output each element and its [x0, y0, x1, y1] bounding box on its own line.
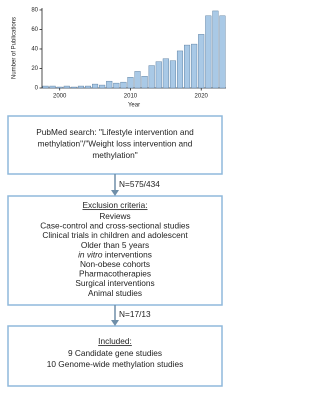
box-text: 9 Candidate gene studies: [68, 348, 162, 358]
box-text: methylation": [92, 150, 137, 160]
criterion: Surgical interventions: [75, 278, 154, 288]
box-title: Exclusion criteria:: [82, 200, 147, 210]
box-text: 10 Genome-wide methylation studies: [47, 359, 184, 369]
bar: [155, 61, 162, 89]
criterion-text: Surgical interventions: [75, 278, 154, 288]
x-tick-label: 2020: [195, 94, 209, 100]
bar: [113, 82, 120, 89]
arrow-label: N=575/434: [119, 179, 160, 189]
criterion-text: Clinical trials in children and adolesce…: [42, 230, 188, 240]
criterion: in vitro interventions: [78, 250, 152, 260]
bar-chart: 0 20 40 60 80 2000 2010 2020 Year Number of Publi…: [12, 8, 226, 109]
flow-diagram: N=575/434 N=17/13 Exclusion criteria: In…: [7, 115, 223, 387]
arrow-head: [111, 320, 119, 326]
criterion: Pharmacotherapies: [79, 269, 151, 279]
y-axis-label: Number of Publications: [12, 17, 18, 79]
y-tick-label: 20: [31, 66, 38, 72]
box-text: methylation"/"Weight loss intervention a…: [38, 139, 193, 149]
criterion: Case-control and cross-sectional studies: [40, 221, 189, 231]
bar: [42, 85, 49, 89]
bar: [205, 15, 212, 89]
arrow-head: [111, 190, 119, 196]
y-tick-label: 40: [31, 47, 38, 53]
bar: [84, 85, 92, 89]
bar: [92, 83, 99, 89]
box: [7, 195, 223, 306]
criterion-em: in vitro: [78, 250, 103, 260]
bar: [141, 76, 148, 89]
criterion-text: Case-control and cross-sectional studies: [40, 221, 189, 231]
criterion: Older than 5 years: [81, 240, 149, 250]
bar: [169, 60, 176, 89]
bar: [198, 34, 205, 89]
bar: [56, 86, 63, 89]
arrow-label: N=17/13: [119, 309, 151, 319]
bar: [134, 71, 141, 89]
figure: 0 20 40 60 80 2000 2010 2020 Year Number of Publi…: [7, 8, 226, 387]
bar: [191, 43, 198, 89]
box-text: PubMed search: "Lifestyle intervention a…: [36, 127, 194, 137]
criterion-text: Animal studies: [88, 288, 142, 298]
bar: [70, 86, 77, 89]
bar: [120, 81, 127, 89]
bar: [106, 80, 113, 89]
bar: [162, 58, 169, 89]
y-tick-label: 0: [35, 86, 39, 92]
y-tick-label: 80: [31, 8, 38, 14]
criterion: Reviews: [99, 211, 130, 221]
criterion: Non-obese cohorts: [80, 259, 150, 269]
box: [7, 115, 223, 175]
criterion-text: Older than 5 years: [81, 240, 149, 250]
criterion-text: Reviews: [99, 211, 130, 221]
bar: [148, 65, 155, 89]
box-title: Included:: [98, 336, 132, 346]
x-tick-label: 2000: [53, 94, 67, 100]
bar: [212, 10, 219, 89]
criterion-text: Pharmacotherapies: [79, 269, 151, 279]
box: [7, 325, 223, 387]
bar: [49, 85, 56, 89]
bar: [127, 77, 134, 89]
criterion-text: Non-obese cohorts: [80, 259, 150, 269]
criterion: Clinical trials in children and adolesce…: [42, 230, 188, 240]
y-tick-label: 60: [31, 27, 38, 33]
bar: [63, 85, 70, 89]
criterion: Animal studies: [88, 288, 142, 298]
bar: [99, 84, 106, 89]
bar: [219, 15, 226, 89]
bar: [176, 50, 184, 89]
criterion-text: interventions: [105, 250, 152, 260]
x-tick-label: 2010: [124, 94, 138, 100]
x-axis-label: Year: [128, 103, 140, 109]
bar: [77, 85, 84, 89]
bar: [184, 44, 191, 89]
